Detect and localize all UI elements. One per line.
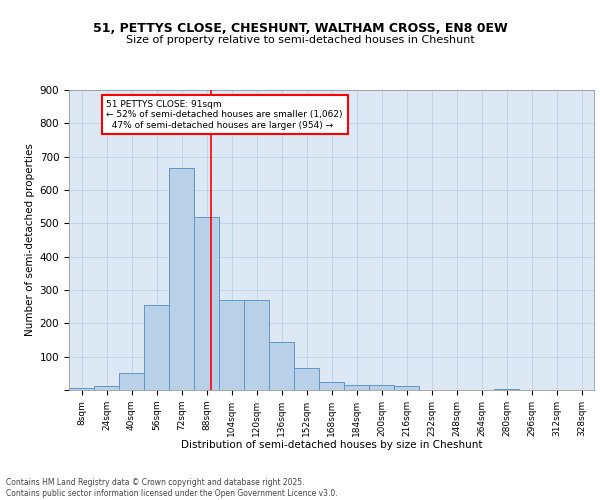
Bar	[119, 374, 144, 390]
Bar	[94, 386, 119, 390]
Bar	[244, 300, 269, 390]
Bar	[294, 368, 319, 390]
Bar	[69, 388, 94, 390]
Bar	[369, 385, 394, 390]
Bar	[494, 389, 519, 390]
Bar	[144, 305, 169, 390]
Bar	[219, 300, 244, 390]
X-axis label: Distribution of semi-detached houses by size in Cheshunt: Distribution of semi-detached houses by …	[181, 440, 482, 450]
Bar	[194, 216, 219, 390]
Bar	[394, 386, 419, 390]
Bar	[344, 385, 369, 390]
Text: Size of property relative to semi-detached houses in Cheshunt: Size of property relative to semi-detach…	[125, 35, 475, 45]
Bar	[319, 382, 344, 390]
Y-axis label: Number of semi-detached properties: Number of semi-detached properties	[25, 144, 35, 336]
Text: 51 PETTYS CLOSE: 91sqm
← 52% of semi-detached houses are smaller (1,062)
  47% o: 51 PETTYS CLOSE: 91sqm ← 52% of semi-det…	[107, 100, 343, 130]
Bar	[269, 342, 294, 390]
Bar	[169, 168, 194, 390]
Text: 51, PETTYS CLOSE, CHESHUNT, WALTHAM CROSS, EN8 0EW: 51, PETTYS CLOSE, CHESHUNT, WALTHAM CROS…	[92, 22, 508, 36]
Text: Contains HM Land Registry data © Crown copyright and database right 2025.
Contai: Contains HM Land Registry data © Crown c…	[6, 478, 338, 498]
